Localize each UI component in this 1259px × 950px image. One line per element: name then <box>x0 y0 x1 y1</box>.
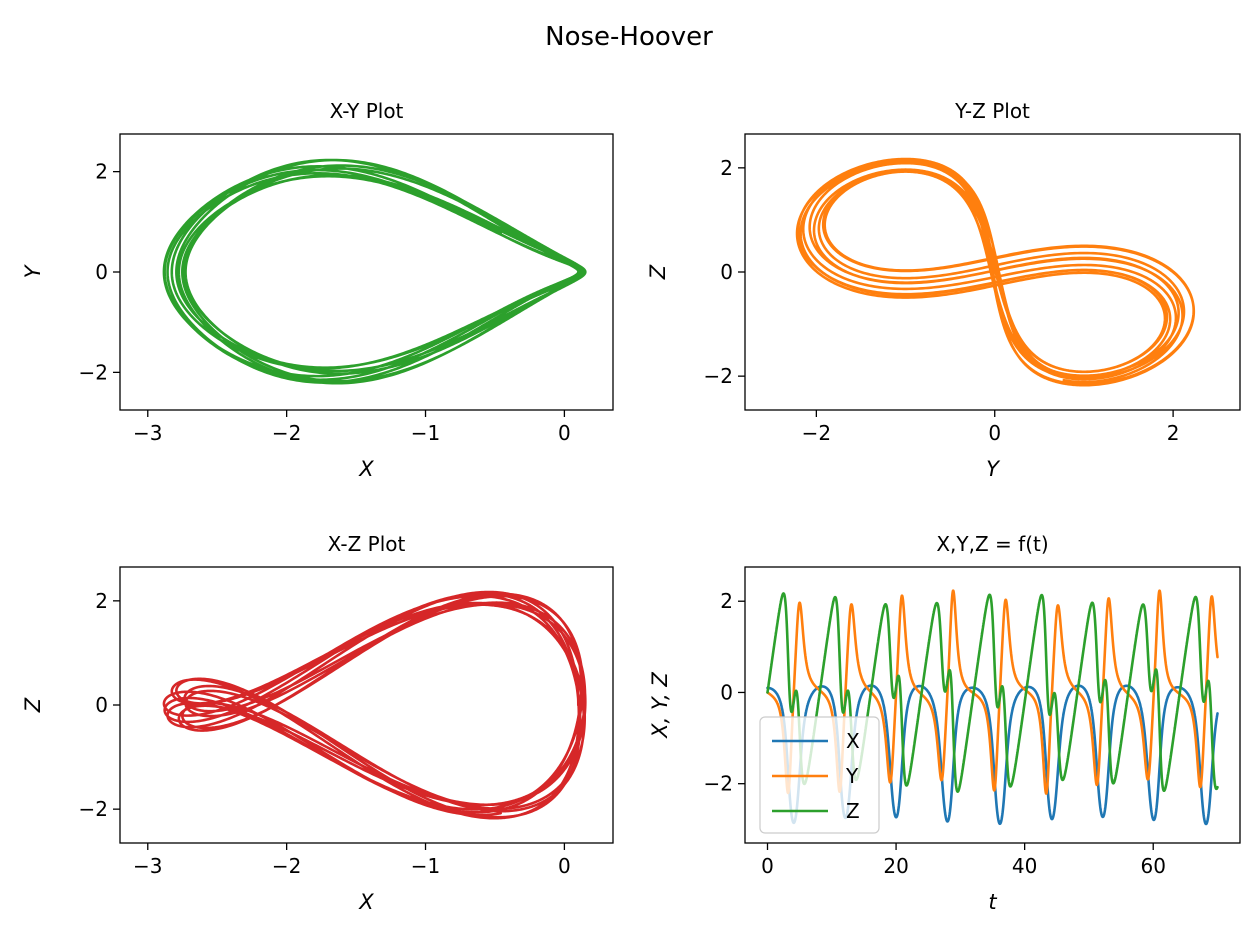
x-tick-label: −1 <box>411 854 440 878</box>
series-line-xz-0 <box>162 590 587 820</box>
x-axis-label-xy: X <box>358 457 374 481</box>
legend-label-z: Z <box>846 799 860 823</box>
x-tick-label: −3 <box>133 854 162 878</box>
y-tick-label: −2 <box>704 772 733 796</box>
x-tick-label: 20 <box>883 854 908 878</box>
y-tick-label: 0 <box>720 680 733 704</box>
y-axis-label-xz: Z <box>21 697 45 713</box>
y-tick-label: −2 <box>79 360 108 384</box>
y-tick-label: 0 <box>95 260 108 284</box>
y-axis-label-xy: Y <box>21 263 45 278</box>
legend-label-y: Y <box>845 764 859 788</box>
axes-yz: −2 0 2 −2 0 2 Y-Z Plot Y Z <box>646 99 1241 481</box>
legend-label-x: X <box>846 729 860 753</box>
x-axis-label-xz: X <box>358 890 374 914</box>
axes-title-t: X,Y,Z = f(t) <box>936 532 1048 556</box>
y-tick-label: 2 <box>95 160 108 184</box>
plot-area-xz <box>162 590 587 820</box>
y-axis-label-t: X, Y, Z <box>648 672 672 739</box>
y-tick-label: 2 <box>720 589 733 613</box>
y-tick-label: 0 <box>95 693 108 717</box>
y-axis-label-yz: Z <box>646 264 670 280</box>
x-tick-label: −2 <box>272 854 301 878</box>
legend: XYZ <box>759 716 880 834</box>
y-tick-label: 0 <box>720 260 733 284</box>
x-tick-label: 0 <box>988 421 1001 445</box>
x-tick-label: −1 <box>411 421 440 445</box>
y-tick-label: −2 <box>79 797 108 821</box>
x-axis-label-yz: Y <box>986 457 1001 481</box>
axes-xy: −3 −2 −1 0 −2 0 2 X-Y Plot X Y <box>21 99 614 481</box>
y-tick-label: −2 <box>704 364 733 388</box>
x-tick-label: −3 <box>133 421 162 445</box>
axes-xz: −3 −2 −1 0 −2 0 2 X-Z Plot X Z <box>21 532 614 914</box>
figure-title: Nose-Hoover <box>545 22 713 52</box>
axes-title-xz: X-Z Plot <box>328 532 406 556</box>
axes-frame-t <box>744 566 1241 844</box>
x-tick-label: 2 <box>1167 421 1180 445</box>
x-axis-label-t: t <box>988 890 997 914</box>
x-tick-label: 0 <box>558 854 571 878</box>
x-tick-label: −2 <box>802 421 831 445</box>
x-tick-label: −2 <box>272 421 301 445</box>
y-tick-label: 2 <box>720 156 733 180</box>
x-tick-label: 40 <box>1012 854 1037 878</box>
series-line-yz-0 <box>795 157 1196 387</box>
series-line-xy-0 <box>162 158 587 385</box>
axes-title-xy: X-Y Plot <box>330 99 404 123</box>
x-tick-label: 0 <box>558 421 571 445</box>
series-line-t-z <box>766 592 1219 793</box>
x-tick-label: 0 <box>761 854 774 878</box>
axes-title-yz: Y-Z Plot <box>954 99 1030 123</box>
axes-t: 0 20 40 60 −2 0 2 X,Y,Z = f(t) t X, Y, Z XYZ <box>648 532 1241 914</box>
plot-area-yz <box>795 157 1196 387</box>
x-tick-label: 60 <box>1140 854 1165 878</box>
y-tick-label: 2 <box>95 589 108 613</box>
plot-area-xy <box>162 158 587 385</box>
